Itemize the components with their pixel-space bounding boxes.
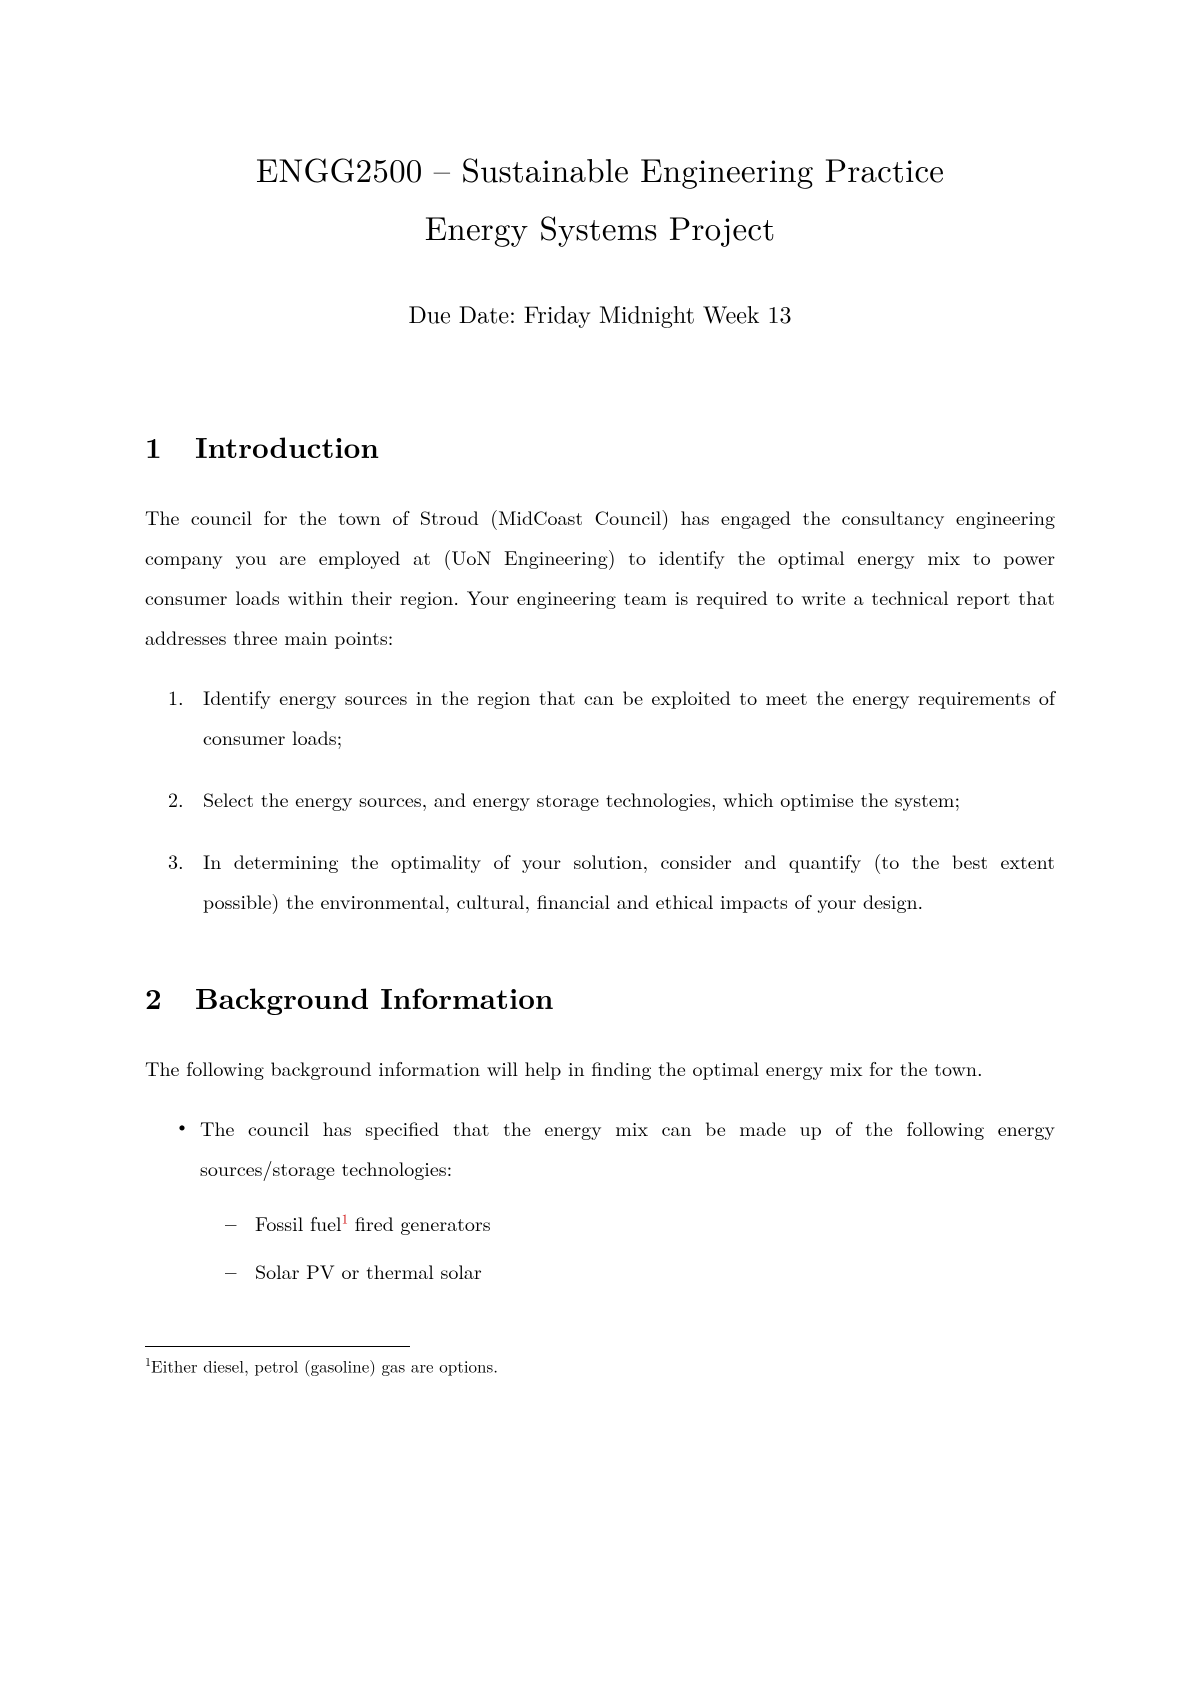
section-1-paragraph: The council for the town of Stroud (MidC… <box>145 497 1055 657</box>
list-item: 3. In determining the optimality of your… <box>183 841 1055 921</box>
title-block: ENGG2500 – Sustainable Engineering Pract… <box>145 140 1055 330</box>
footnote-rule <box>145 1346 410 1347</box>
section-2-bullet-list: The council has specified that the energ… <box>145 1108 1055 1291</box>
list-text: In determining the optimality of your so… <box>203 846 1055 915</box>
list-item: 1. Identify energy sources in the region… <box>183 677 1055 757</box>
title-line-2: Energy Systems Project <box>145 198 1055 256</box>
footnote-text: Either diesel, petrol (gasoline) gas are… <box>151 1353 498 1377</box>
section-1-title: Introduction <box>195 425 379 467</box>
section-2-heading: 2 Background Information <box>145 976 1055 1018</box>
section-1-list: 1. Identify energy sources in the region… <box>145 677 1055 921</box>
dash-item: Fossil fuel1 fired generators <box>255 1203 1055 1243</box>
list-number: 2. <box>168 779 184 819</box>
dash-text-suffix: fired generators <box>348 1208 491 1237</box>
section-2-title: Background Information <box>195 976 553 1018</box>
footnote: 1Either diesel, petrol (gasoline) gas ar… <box>145 1353 1055 1379</box>
section-2-number: 2 <box>145 976 165 1018</box>
list-number: 3. <box>168 841 184 881</box>
section-background: 2 Background Information The following b… <box>145 976 1055 1291</box>
list-text: Select the energy sources, and energy st… <box>203 784 960 813</box>
bullet-text: The council has specified that the energ… <box>200 1113 1055 1182</box>
list-number: 1. <box>168 677 184 717</box>
section-introduction: 1 Introduction The council for the town … <box>145 425 1055 921</box>
title-line-1: ENGG2500 – Sustainable Engineering Pract… <box>145 140 1055 198</box>
section-1-number: 1 <box>145 425 165 467</box>
dash-item: Solar PV or thermal solar <box>255 1251 1055 1291</box>
section-1-heading: 1 Introduction <box>145 425 1055 467</box>
due-date: Due Date: Friday Midnight Week 13 <box>145 296 1055 330</box>
bullet-item: The council has specified that the energ… <box>200 1108 1055 1291</box>
section-2-paragraph: The following background information wil… <box>145 1048 1055 1088</box>
list-item: 2. Select the energy sources, and energy… <box>183 779 1055 819</box>
dash-text: Solar PV or thermal solar <box>255 1256 482 1285</box>
list-text: Identify energy sources in the region th… <box>203 682 1055 751</box>
dash-text-prefix: Fossil fuel <box>255 1208 342 1237</box>
dash-list: Fossil fuel1 fired generators Solar PV o… <box>200 1203 1055 1291</box>
